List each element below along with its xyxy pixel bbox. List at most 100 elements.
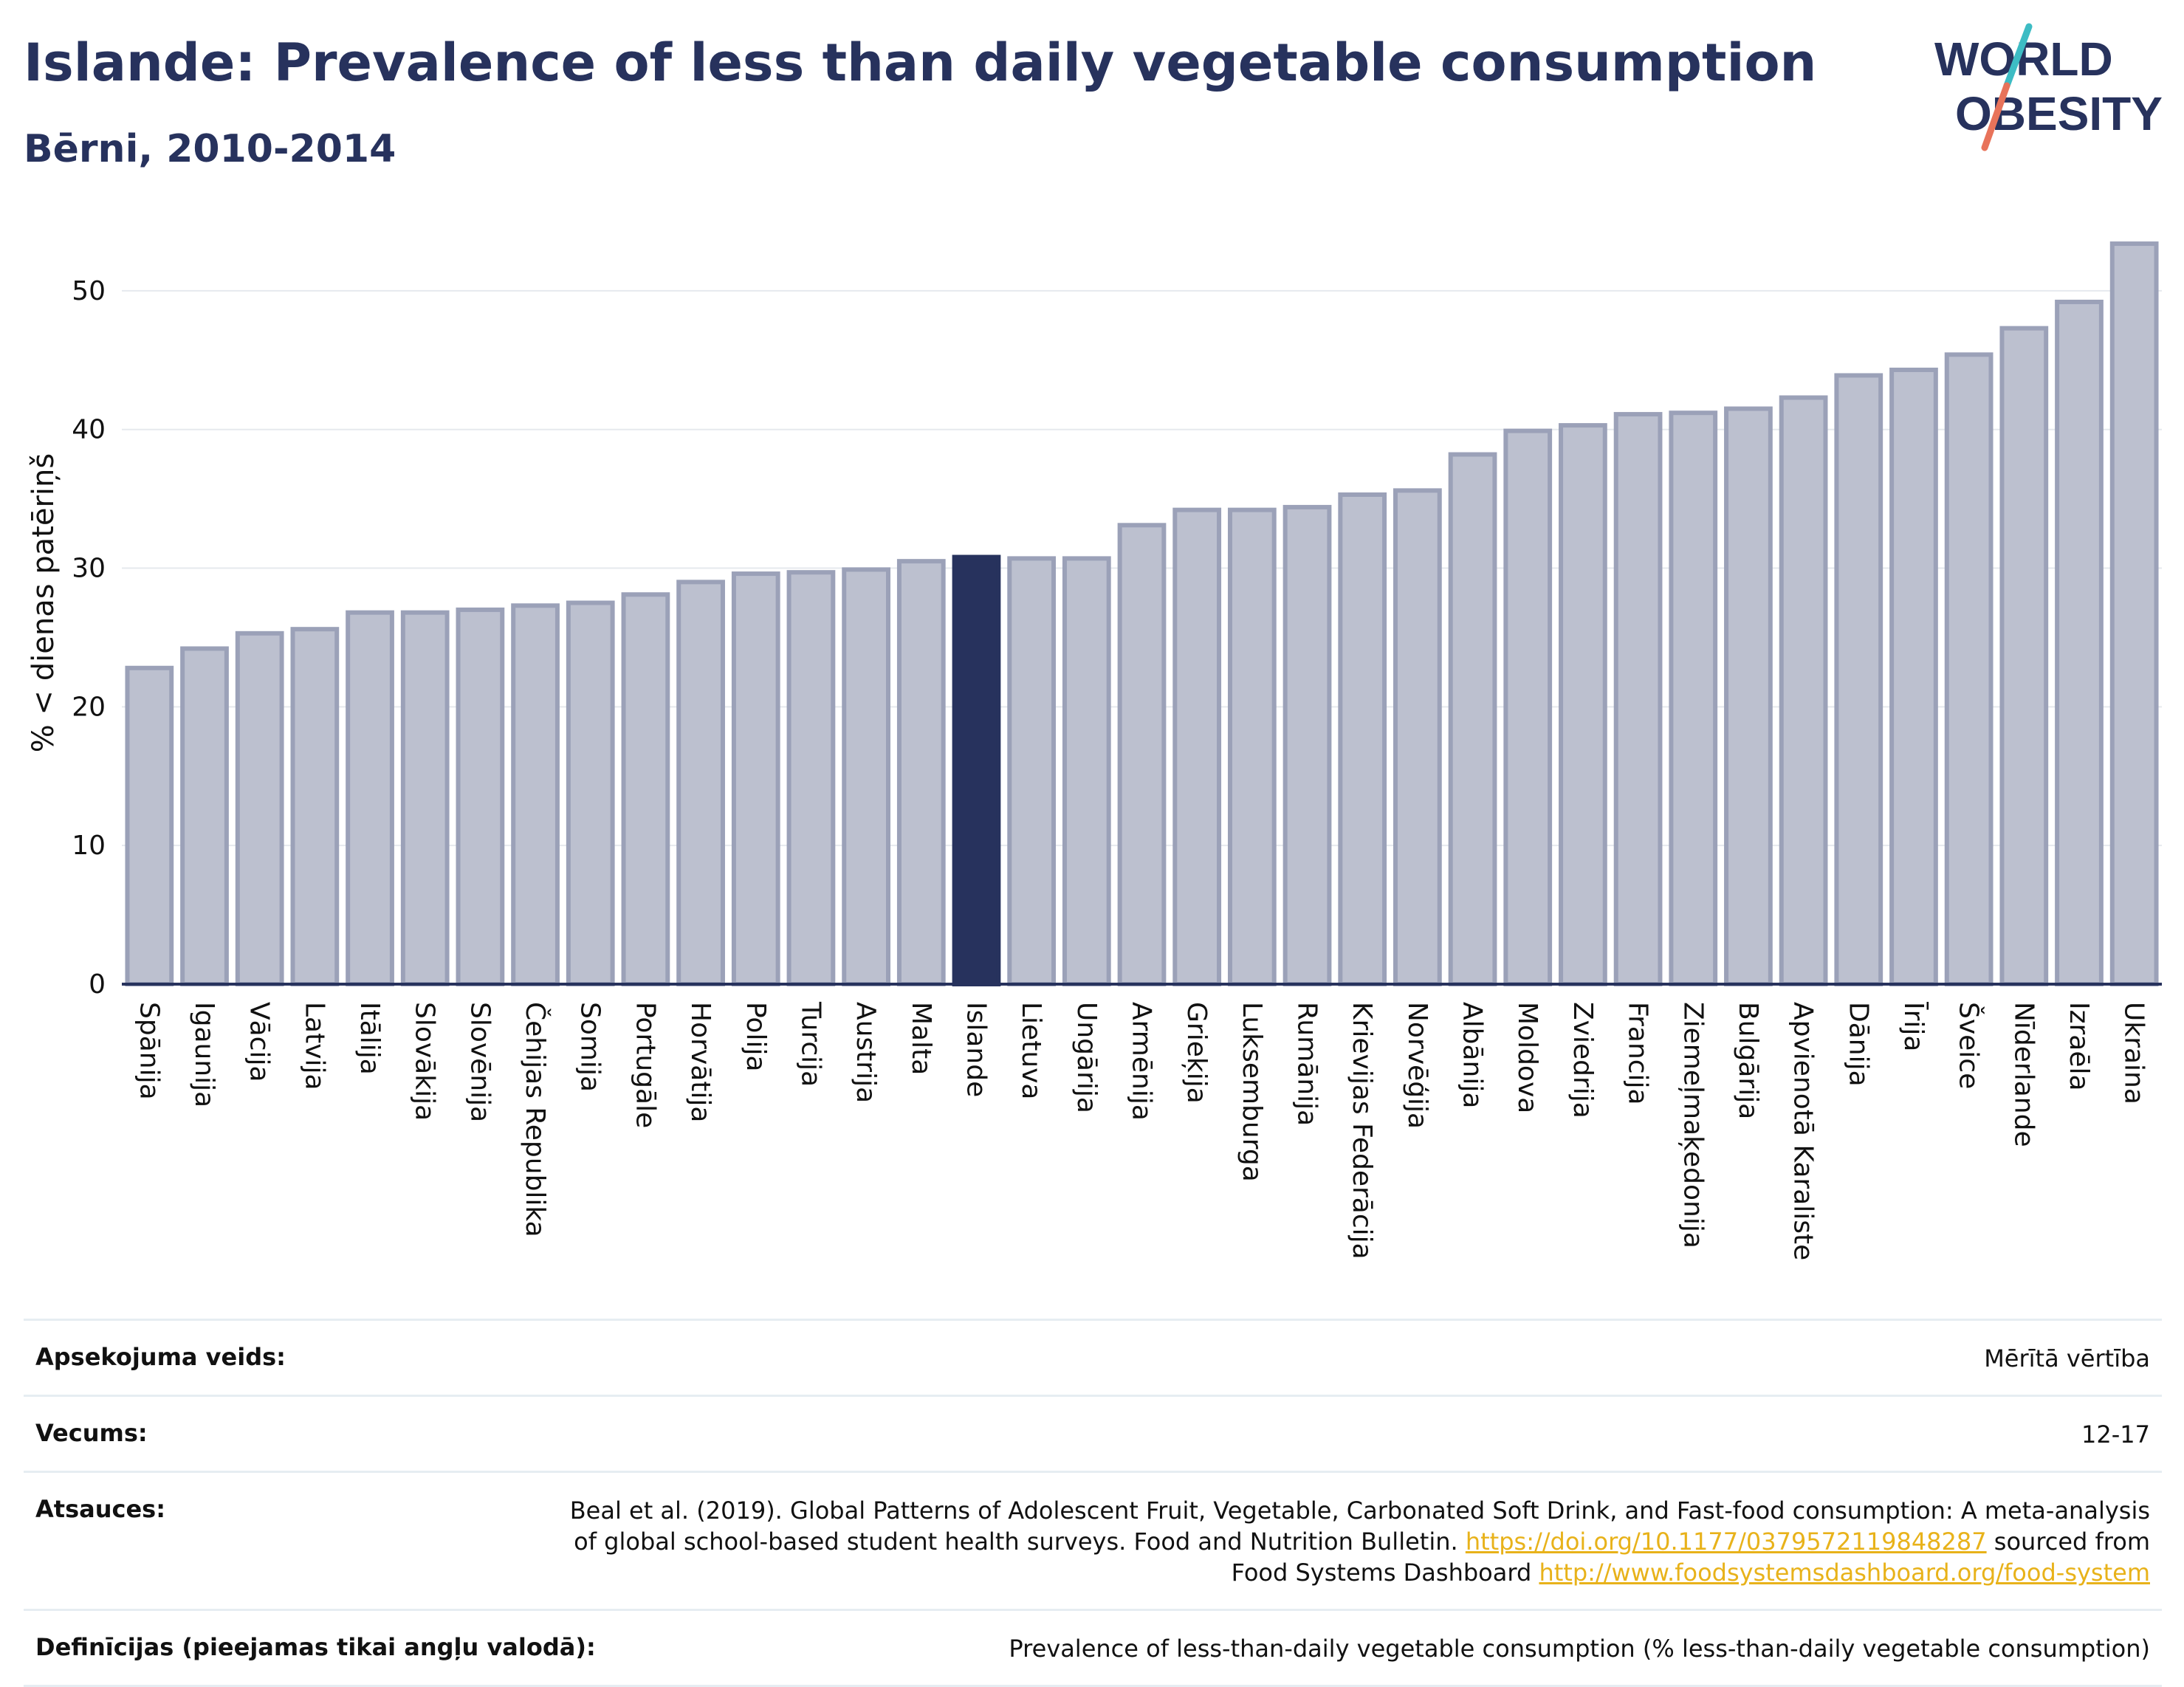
bar [1172,507,1222,986]
bar [1944,352,1994,986]
meta-row-references: Atsauces: Beal et al. (2019). Global Pat… [24,1471,2162,1609]
y-tick-label: 30 [72,554,106,584]
x-tick-label: Apvienotā Karaliste [1788,1002,1819,1260]
bar-chart: 0 10 20 30 40 50 Spānija Igaunija Vācija Latvija I… [27,241,2162,1260]
bar [621,592,670,986]
meta-value: Prevalence of less-than-daily vegetable … [1009,1635,2150,1663]
x-tick-label: Īrija [1898,1002,1929,1051]
x-tick-label: Čehijas Republika [520,1002,551,1237]
x-tick-label: Norvēģija [1402,1002,1432,1129]
meta-value: 12-17 [2081,1420,2150,1449]
x-tick-label: Zviedrija [1567,1002,1598,1119]
bar [1007,556,1057,986]
bar [1999,326,2049,986]
x-tick-label: Somija [575,1002,605,1092]
x-tick-label: Latvija [299,1002,329,1090]
bar [125,665,174,986]
y-tick-label: 40 [72,415,106,445]
x-tick-label: Grieķija [1181,1002,1212,1104]
x-tick-label: Luksemburga [1237,1002,1267,1182]
x-tick-label: Polija [741,1002,771,1072]
bar [180,646,229,986]
y-tick-label: 50 [72,276,106,306]
meta-row-definitions: Definīcijas (pieejamas tikai angļu valod… [24,1609,2162,1687]
y-tick-label: 0 [89,969,106,1000]
bar [1834,373,1883,986]
bar [1448,452,1497,986]
reference-text-2: sourced from Food Systems Dashboard [1231,1528,2150,1587]
x-tick-label: Malta [906,1002,936,1075]
logo-slash-top [2003,23,2033,89]
world-obesity-logo: WORLD OBESITY [1934,23,2163,151]
bar [400,610,450,986]
y-tick-label: 20 [72,692,106,722]
x-tick-label: Slovēnija [464,1002,495,1122]
bar [896,559,946,986]
x-tick-label: Igaunija [189,1002,219,1107]
meta-row-survey-type: Apsekojuma veids: Mērītā vērtība [24,1319,2162,1395]
bar [2109,241,2159,986]
x-tick-label: Ziemeļmaķedonija [1678,1002,1708,1248]
bar [1669,410,1718,986]
meta-key: Vecums: [35,1419,148,1447]
x-tick-label: Bulgārija [1733,1002,1763,1119]
meta-value: Beal et al. (2019). Global Patterns of A… [563,1495,2150,1588]
bar [1062,556,1111,986]
bar [1613,412,1663,986]
bar [1117,523,1167,986]
bar [1393,488,1442,986]
bar [676,580,725,986]
x-tick-label: Turcija [795,1001,825,1087]
meta-value: Mērītā vērtība [1984,1344,2150,1372]
x-tick-label: Spānija [134,1002,164,1100]
x-tick-label: Slovākija [410,1002,440,1121]
bar [290,627,340,986]
bar [1559,423,1607,986]
x-tick-label: Albānija [1457,1002,1488,1108]
x-tick-label: Ukraina [2119,1002,2149,1104]
metadata-table: Apsekojuma veids: Mērītā vērtība Vecums:… [24,1319,2162,1687]
doi-link[interactable]: https://doi.org/10.1177/0379572119848287 [1465,1528,1987,1556]
bar [1503,428,1553,986]
meta-row-age: Vecums: 12-17 [24,1395,2162,1471]
x-tick-label: Krievijas Federācija [1347,1002,1377,1260]
bar [786,570,836,986]
x-tick-label: Vācija [244,1002,275,1082]
x-tick-label: Itālija [354,1002,385,1075]
bar [1779,395,1828,986]
bar [346,610,394,986]
bar [1282,504,1332,986]
x-tick-label: Moldova [1512,1002,1542,1113]
bar [566,600,615,986]
bar [235,631,284,986]
x-tick-label: Horvātija [685,1002,715,1122]
x-tick-label: Nīderlande [2008,1002,2039,1147]
reference-text: Beal et al. (2019). Global Patterns of A… [569,1497,2150,1556]
x-tick-label: Ungārija [1071,1002,1102,1113]
x-tick-label: Francija [1623,1002,1653,1105]
bar [842,567,890,986]
y-tick-label: 10 [72,831,106,861]
bar [2055,299,2104,986]
meta-key: Definīcijas (pieejamas tikai angļu valod… [35,1633,596,1661]
bar [511,603,560,986]
bar [1227,507,1277,986]
bar [456,607,505,987]
x-tick-label: Šveice [1954,1002,1985,1089]
bar [1889,367,1938,986]
x-tick-label: Dānija [1843,1002,1873,1087]
x-tick-label: Armēnija [1127,1002,1157,1121]
meta-key: Atsauces: [35,1495,165,1523]
meta-key: Apsekojuma veids: [35,1343,286,1371]
x-tick-label: Austrija [851,1002,881,1103]
bar [1338,492,1387,986]
bar [731,571,780,986]
x-tick-label: Islande [961,1002,991,1097]
y-axis-label: % < dienas patēriņš [27,453,61,752]
dashboard-link[interactable]: http://www.foodsystemsdashboard.org/food… [1539,1559,2150,1587]
chart-title: Islande: Prevalence of less than daily v… [24,32,1817,93]
x-tick-label: Lietuva [1016,1002,1046,1100]
logo-slash-bottom [1981,82,2010,151]
chart-subtitle: Bērni, 2010-2014 [24,127,396,171]
bar [1724,406,1773,986]
